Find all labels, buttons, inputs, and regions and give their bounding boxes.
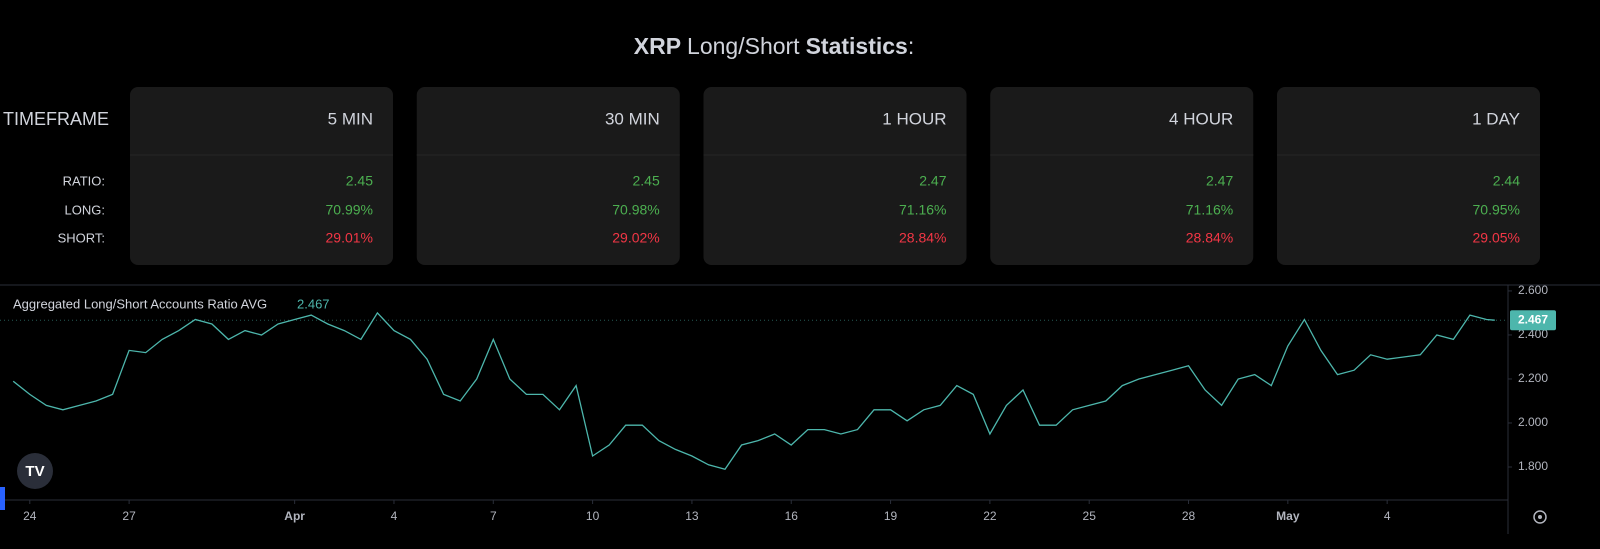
- x-tick-label: 13: [685, 509, 699, 523]
- y-tick-label: 2.400: [1518, 327, 1548, 341]
- stat-value: 70.95%: [1473, 202, 1520, 218]
- x-tick-label: 25: [1083, 509, 1097, 523]
- stat-value: 70.98%: [612, 202, 659, 218]
- timeframe-card: [416, 87, 680, 265]
- timeframe-name: 1 DAY: [1472, 109, 1520, 128]
- x-tick-label: 28: [1182, 509, 1196, 523]
- settings-icon-dot: [1538, 515, 1542, 519]
- x-tick-label: May: [1276, 509, 1300, 523]
- stat-value: 29.05%: [1473, 230, 1520, 246]
- chart-title: Aggregated Long/Short Accounts Ratio AVG: [13, 296, 267, 311]
- stat-value: 28.84%: [1186, 230, 1233, 246]
- ratio-line: [12, 311, 1495, 470]
- title-part: :: [908, 33, 914, 59]
- timeframe-card: [130, 87, 393, 265]
- plot: 1.800 2.000 2.200 2.400 2.600 24 27 Apr 4 7 10 13 16…: [0, 283, 1556, 523]
- timeframe-name: 4 HOUR: [1169, 109, 1233, 128]
- x-tick-label: 10: [586, 509, 600, 523]
- last-value: 2.467: [297, 296, 330, 311]
- y-tick-label: 2.200: [1518, 371, 1548, 385]
- row-label: LONG:: [65, 202, 105, 217]
- side-tab[interactable]: [0, 487, 5, 510]
- x-tick-label: 27: [122, 509, 136, 523]
- settings-icon[interactable]: [1533, 510, 1547, 524]
- timeframe-name: 5 MIN: [328, 109, 373, 128]
- last-value-badge: [1510, 310, 1556, 331]
- stat-value: 29.02%: [612, 230, 659, 246]
- x-tick-label: 4: [1384, 509, 1391, 523]
- last-value-badge-label: 2.467: [1518, 312, 1548, 326]
- x-tick-label: 4: [391, 509, 398, 523]
- x-tick-label: 16: [785, 509, 799, 523]
- y-tick-label: 2.000: [1518, 415, 1548, 429]
- stat-value: 70.99%: [326, 202, 373, 218]
- stat-value: 71.16%: [899, 202, 946, 218]
- x-tick-label: 24: [23, 509, 37, 523]
- title-part: XRP: [634, 33, 681, 59]
- stat-value: 2.45: [633, 173, 660, 189]
- timeframe-name: 30 MIN: [605, 109, 660, 128]
- timeframe-label: TIMEFRAME: [3, 109, 109, 129]
- row-label: RATIO:: [63, 173, 105, 188]
- stat-value: 28.84%: [899, 230, 946, 246]
- x-tick-label: 19: [884, 509, 898, 523]
- timeframe-name: 1 HOUR: [882, 109, 946, 128]
- y-tick-label: 2.600: [1518, 283, 1548, 297]
- title-part: Long/Short: [687, 33, 800, 59]
- stat-value: 2.47: [919, 173, 946, 189]
- row-label: SHORT:: [58, 230, 105, 245]
- title-part: Statistics: [806, 33, 908, 59]
- tradingview-logo[interactable]: [17, 453, 53, 489]
- x-tick-label: Apr: [284, 509, 305, 523]
- y-tick-label: 1.800: [1518, 459, 1548, 473]
- stat-value: 2.47: [1206, 173, 1233, 189]
- timeframe-card: [1277, 87, 1540, 265]
- timeframe-card: [703, 87, 967, 265]
- logo-glyph: TV: [25, 463, 44, 480]
- stats-table: RATIO: LONG: SHORT: 5 MIN 2.45 70.99% 29.01% 30…: [58, 87, 1540, 265]
- stat-value: 71.16%: [1186, 202, 1233, 218]
- timeframe-card: [990, 87, 1254, 265]
- page-title: XRP Long/Short Statistics:: [634, 33, 914, 59]
- stat-value: 2.44: [1493, 173, 1520, 189]
- x-tick-label: 7: [490, 509, 497, 523]
- x-tick-label: 22: [983, 509, 997, 523]
- stat-value: 2.45: [346, 173, 373, 189]
- stat-value: 29.01%: [326, 230, 373, 246]
